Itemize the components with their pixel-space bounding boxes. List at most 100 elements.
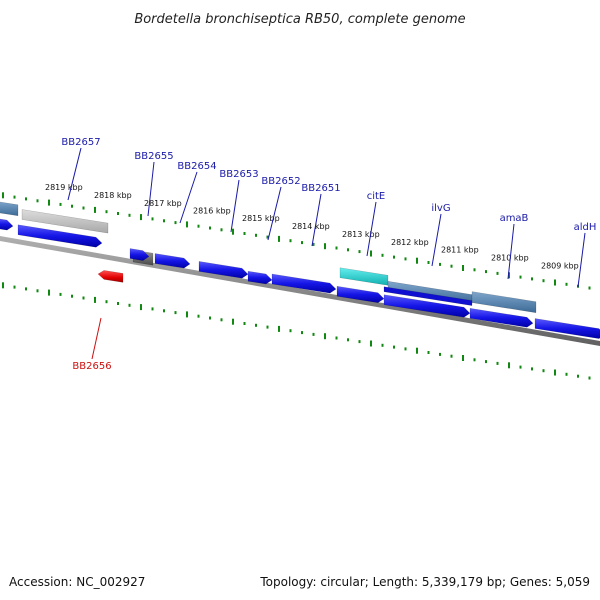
outer-track-tick [588, 286, 591, 290]
gene-label: BB2654 [177, 161, 216, 172]
gene-leader-line [577, 232, 586, 288]
gene-leader-line [91, 317, 102, 360]
inner-track-tick [404, 347, 407, 351]
outer-track-tick [220, 228, 223, 232]
position-label: 2809 kbp [541, 262, 579, 271]
backbone-layer [0, 236, 600, 346]
outer-track-tick [393, 255, 395, 259]
outer-track-tick [174, 221, 177, 225]
inner-track-tick [105, 300, 108, 304]
feature-block [471, 291, 537, 313]
forward-gene-strip [383, 286, 473, 306]
inner-track-tick [427, 351, 430, 354]
inner-track-tick [36, 289, 39, 293]
inner-track-tick [48, 289, 50, 296]
forward-gene-arrow [469, 308, 534, 328]
outer-track-tick [473, 268, 476, 272]
inner-track-tick [71, 294, 73, 298]
map-title: Bordetella bronchiseptica RB50, complete… [134, 12, 465, 27]
gene-label: BB2657 [61, 137, 100, 148]
outer-track-tick [519, 275, 522, 279]
inner-track-tick [473, 358, 476, 362]
inner-track-tick [450, 354, 453, 358]
outer-track-tick [36, 199, 39, 203]
outer-track-tick [324, 243, 326, 250]
outer-track-tick [163, 219, 165, 223]
gene-leader-line [267, 186, 282, 241]
inner-track-tick [2, 282, 4, 289]
outer-track-tick [48, 199, 50, 206]
gene-leader-line [179, 171, 198, 224]
outer-track-tick [301, 241, 303, 245]
outer-track-tick [25, 197, 27, 201]
inner-track-tick [186, 311, 188, 318]
inner-track-tick [94, 296, 96, 303]
inner-track-tick [82, 296, 85, 300]
outer-track-tick [197, 224, 200, 228]
outer-track-tick [232, 228, 234, 235]
inner-track-tick [301, 331, 303, 335]
position-label: 2816 kbp [193, 207, 231, 216]
outer-track-tick [140, 214, 142, 221]
inner-track-tick [577, 374, 579, 378]
tick-track-inner [2, 282, 591, 380]
genome-backbone [0, 236, 600, 346]
outer-track-tick [542, 279, 545, 283]
topology-summary: Topology: circular; Length: 5,339,179 bp… [259, 575, 590, 589]
position-label: 2818 kbp [94, 191, 132, 200]
inner-track-tick [347, 338, 349, 342]
feature-block [0, 201, 19, 217]
gene-label: BB2656 [72, 361, 111, 372]
position-label: 2813 kbp [342, 230, 380, 239]
gene-label: BB2651 [301, 183, 340, 194]
position-label: 2811 kbp [441, 246, 479, 255]
inner-track-tick [278, 325, 280, 332]
outer-track-tick [485, 270, 487, 274]
inner-track-tick [531, 367, 533, 371]
inner-track-tick [220, 318, 223, 322]
inner-track-tick [485, 360, 487, 364]
inner-track-tick [508, 362, 510, 369]
outer-track-tick [151, 217, 154, 221]
inner-track-tick [370, 340, 372, 347]
outer-track-tick [358, 250, 361, 254]
inner-track-tick [140, 304, 142, 311]
forward-gene-arrow [336, 285, 385, 303]
gene-layer [0, 218, 600, 339]
outer-track-tick [427, 261, 430, 264]
outer-track-tick [347, 248, 349, 252]
position-label: 2814 kbp [292, 222, 330, 231]
forward-gene-arrow [271, 273, 337, 294]
forward-gene-arrow [534, 318, 600, 339]
inner-track-tick [324, 333, 326, 340]
gene-leader-line [147, 161, 155, 217]
outer-track-tick [186, 221, 188, 228]
forward-gene-arrow [154, 253, 191, 269]
forward-gene-arrow [129, 248, 150, 261]
gene-leader-line [311, 193, 322, 247]
outer-track-tick [278, 235, 280, 242]
inner-track-tick [565, 372, 568, 376]
inner-track-tick [151, 307, 154, 311]
gene-label: BB2652 [261, 176, 300, 187]
outer-track-tick [243, 232, 246, 235]
inner-track-tick [439, 352, 441, 356]
gene-leader-line [67, 147, 82, 201]
outer-track-tick [335, 246, 338, 250]
outer-track-tick [531, 277, 533, 281]
gene-leader-line [431, 213, 442, 267]
feature-block [339, 267, 389, 286]
forward-gene-arrow [17, 224, 103, 248]
inner-track-tick [174, 311, 177, 315]
outer-track-tick [128, 213, 131, 217]
outer-track-tick [117, 212, 119, 215]
inner-track-tick [462, 355, 464, 361]
inner-track-tick [335, 336, 338, 340]
inner-track-tick [209, 316, 211, 320]
position-label: 2815 kbp [242, 214, 280, 223]
inner-track-tick [393, 345, 395, 349]
gene-label: BB2655 [134, 151, 173, 162]
position-label: 2812 kbp [391, 238, 429, 247]
